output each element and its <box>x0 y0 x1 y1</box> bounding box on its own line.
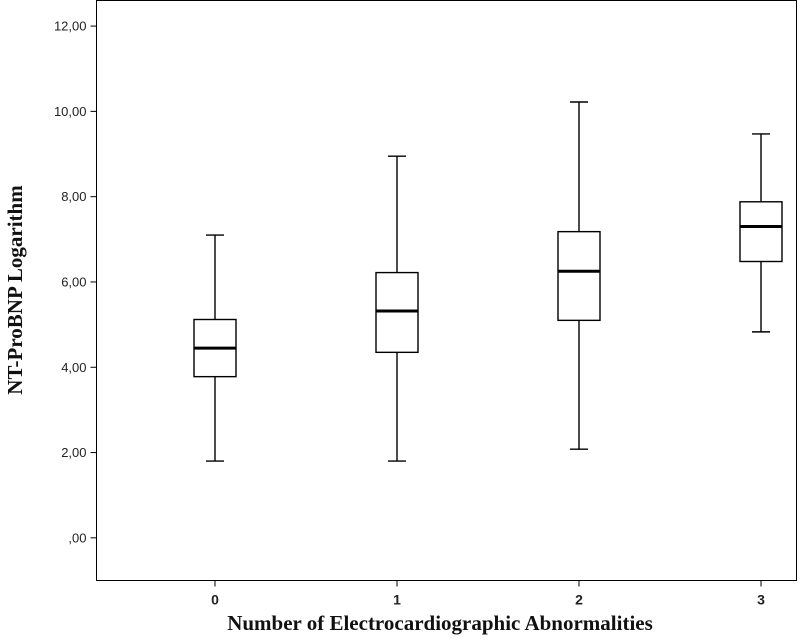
box-category-0 <box>193 234 237 462</box>
y-tick-label: 2,00 <box>61 445 86 460</box>
y-tick-label: 4,00 <box>61 360 86 375</box>
plot-frame <box>96 0 797 581</box>
y-tick-label: 8,00 <box>61 189 86 204</box>
y-axis: ,00 2,00 4,00 6,00 8,00 10,00 12,00 <box>54 19 97 545</box>
x-axis-title: Number of Electrocardiographic Abnormali… <box>227 611 653 635</box>
y-tick-label: ,00 <box>68 530 86 545</box>
y-axis-title: NT-ProBNP Logarithm <box>3 185 27 395</box>
y-tick-label: 10,00 <box>54 104 87 119</box>
iqr-box <box>739 201 783 263</box>
iqr-box <box>557 230 601 322</box>
box-category-3 <box>739 133 783 333</box>
x-tick-label: 2 <box>575 592 583 608</box>
box-category-1 <box>375 155 419 462</box>
x-tick-label: 1 <box>393 592 401 608</box>
x-tick-label: 0 <box>211 592 219 608</box>
x-tick-label: 3 <box>757 592 765 608</box>
y-tick-label: 6,00 <box>61 274 86 289</box>
y-tick-label: 12,00 <box>54 19 87 34</box>
box-series <box>193 101 783 462</box>
box-category-2 <box>557 101 601 450</box>
x-axis: 0 1 2 3 <box>211 580 765 608</box>
